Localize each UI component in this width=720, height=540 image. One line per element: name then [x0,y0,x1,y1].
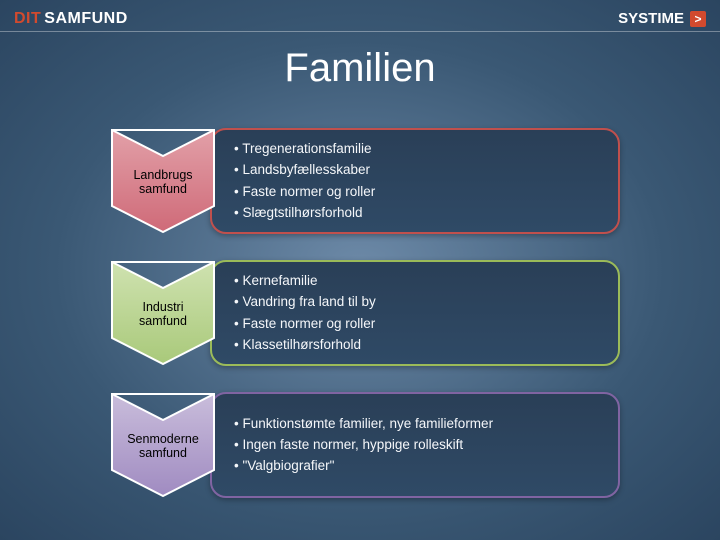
chevron-label: Landbrugs samfund [110,168,216,197]
diagram-row: Industri samfund • Kernefamilie • Vandri… [110,260,620,366]
bullet-item: • "Valgbiografier" [234,457,604,475]
bullet-item: • Tregenerationsfamilie [234,140,604,158]
page-title: Familien [0,46,720,91]
brand-left-main: SAMFUND [44,10,128,27]
bullet-item: • Funktionstømte familier, nye familiefo… [234,415,604,433]
bullet-item: • Klassetilhørsforhold [234,336,604,354]
brand-left-prefix: DIT [14,10,41,27]
diagram-row: Landbrugs samfund • Tregenerationsfamili… [110,128,620,234]
chevron-shape: Senmoderne samfund [110,392,216,498]
rows-container: Landbrugs samfund • Tregenerationsfamili… [110,128,620,524]
content-box: • Funktionstømte familier, nye familiefo… [210,392,620,498]
bullet-item: • Vandring fra land til by [234,293,604,311]
bullet-item: • Ingen faste normer, hyppige rolleskift [234,436,604,454]
brand-right-text: SYSTIME [618,10,684,27]
bullet-item: • Landsbyfællesskaber [234,161,604,179]
chevron-label: Industri samfund [110,300,216,329]
bullet-item: • Kernefamilie [234,272,604,290]
bullet-item: • Slægtstilhørsforhold [234,204,604,222]
bullet-item: • Faste normer og roller [234,183,604,201]
diagram-row: Senmoderne samfund • Funktionstømte fami… [110,392,620,498]
content-box: • Tregenerationsfamilie • Landsbyfælless… [210,128,620,234]
content-box: • Kernefamilie • Vandring fra land til b… [210,260,620,366]
chevron-shape: Landbrugs samfund [110,128,216,234]
brand-right: SYSTIME > [618,10,706,27]
chevron-shape: Industri samfund [110,260,216,366]
chevron-label: Senmoderne samfund [110,432,216,461]
brand-right-icon: > [690,11,706,27]
brand-left: DITSAMFUND [14,10,128,28]
bullet-item: • Faste normer og roller [234,315,604,333]
header-bar: DITSAMFUND SYSTIME > [0,6,720,32]
